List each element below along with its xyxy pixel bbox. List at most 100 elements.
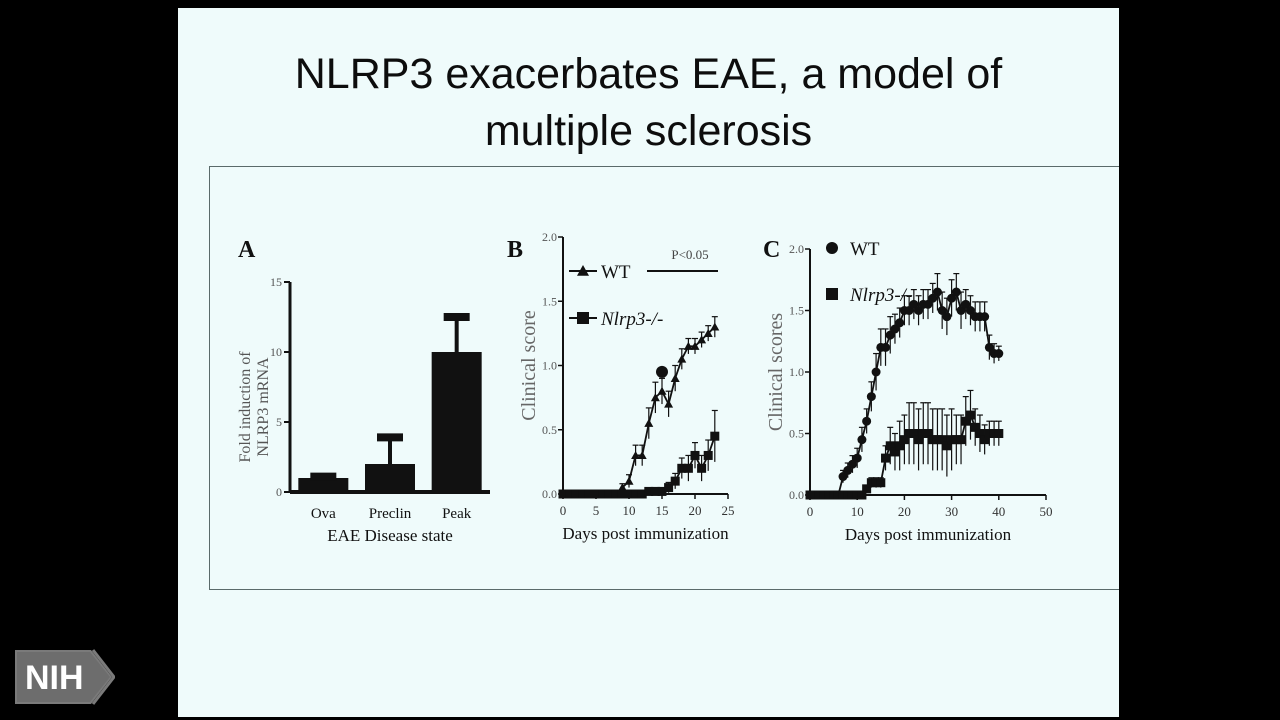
- panel-a-bar: [365, 464, 415, 492]
- panel-a-label: A: [238, 237, 256, 263]
- panel-b-legend-label: Nlrp3-/-: [600, 309, 663, 330]
- panel-c-point: [895, 441, 905, 451]
- panel-c-x-tick-label: 20: [898, 504, 911, 519]
- panel-c-point: [819, 490, 829, 500]
- panel-b-point: [683, 341, 693, 350]
- panel-c-point: [824, 490, 834, 500]
- panel-b-point: [624, 476, 634, 485]
- panel-c-point: [961, 416, 971, 426]
- panel-a-y-label-line2: NLRP3 mRNA: [255, 357, 272, 457]
- panel-c-point: [937, 306, 947, 315]
- panel-c-legend-marker: [826, 288, 838, 300]
- nih-logo: NIH: [15, 648, 116, 706]
- panel-c-point: [833, 490, 843, 500]
- panel-b-point: [558, 489, 568, 499]
- panel-b-point: [565, 489, 575, 499]
- slide-title: NLRP3 exacerbates EAE, a model of multip…: [178, 46, 1119, 160]
- panel-c-point: [980, 312, 990, 322]
- panel-c-point: [838, 490, 848, 500]
- panel-c-point: [965, 306, 975, 315]
- panel-a-bar: [298, 478, 349, 492]
- panel-a-x-tick-label: Ova: [311, 506, 336, 522]
- panel-c-point: [951, 287, 961, 297]
- panel-a-y-tick-label: 15: [270, 275, 282, 289]
- panel-b-y-tick-label: 0.5: [542, 423, 557, 437]
- panel-b-annotation: P<0.05: [671, 247, 708, 262]
- panel-b-point: [664, 399, 674, 408]
- panel-c-point: [956, 306, 966, 315]
- panel-c-point: [932, 287, 942, 297]
- panel-b-point: [670, 476, 680, 486]
- panel-c-point: [895, 318, 905, 328]
- panel-c-point: [994, 349, 1004, 359]
- panel-c-point: [866, 478, 876, 488]
- panel-a-y-label-line1: Fold induction of: [237, 351, 254, 463]
- panel-b-y-tick-label: 1.0: [542, 359, 557, 373]
- slide-title-line2: multiple sclerosis: [484, 107, 813, 155]
- panel-b-point: [677, 354, 687, 363]
- panel-c-legend-label: Nlrp3-/-: [849, 285, 912, 306]
- panel-c-point: [899, 435, 909, 445]
- panel-c-point: [852, 453, 862, 463]
- panel-c-point: [918, 429, 928, 438]
- panel-b-point: [710, 322, 720, 331]
- panel-a-y-tick-label: 0: [276, 485, 282, 499]
- figure-box: A 0 5 10 15 Ova Preclin Peak EAE Disease state Fo…: [209, 166, 1119, 590]
- panel-c-y-tick-label: 1.5: [789, 304, 804, 318]
- panel-b-point: [664, 483, 674, 493]
- panel-c-point: [923, 429, 933, 438]
- panel-c-point: [881, 342, 891, 352]
- panel-b-point: [584, 489, 594, 499]
- panel-c-point: [805, 490, 815, 500]
- panel-c-point: [961, 299, 971, 309]
- panel-c-point: [970, 422, 980, 432]
- panel-c-point: [909, 299, 919, 309]
- panel-b-point: [637, 489, 647, 499]
- panel-c-point: [989, 429, 999, 438]
- panel-b-legend-marker: [577, 265, 589, 276]
- panel-b-point: [677, 463, 687, 473]
- panel-c-point: [942, 441, 952, 451]
- panel-a-x-tick-label: Preclin: [369, 506, 412, 522]
- slide: NLRP3 exacerbates EAE, a model of multip…: [178, 8, 1119, 717]
- panel-b-point: [604, 489, 614, 499]
- panel-b-legend-marker: [577, 312, 589, 324]
- panel-c-point: [871, 478, 881, 488]
- panel-c-point: [932, 435, 942, 445]
- panel-a-y-tick-label: 5: [276, 415, 282, 429]
- panel-c-x-tick-label: 10: [851, 504, 864, 519]
- panel-b-point: [650, 393, 660, 402]
- slide-title-line1: NLRP3 exacerbates EAE, a model of: [294, 50, 1003, 98]
- nih-chevron-logo-icon: NIH: [15, 649, 116, 705]
- panel-c-point: [843, 465, 853, 475]
- panel-b-point: [637, 450, 647, 460]
- nih-logo-text: NIH: [25, 659, 84, 697]
- panel-c-point: [852, 490, 862, 500]
- panel-b-point: [650, 486, 660, 496]
- panel-b-point: [703, 450, 713, 460]
- panel-b-outlier-point: [656, 365, 668, 378]
- panel-c-point: [857, 435, 867, 445]
- panel-c-x-tick-label: 0: [807, 504, 814, 519]
- panel-b-point: [690, 450, 700, 460]
- panel-c-point: [909, 429, 919, 438]
- panel-c-point: [847, 490, 857, 500]
- panel-c-point: [923, 299, 933, 309]
- panel-a-y-tick-label: 10: [270, 345, 282, 359]
- panel-b-point: [611, 489, 621, 499]
- panel-b-x-label: Days post immunization: [562, 524, 729, 543]
- panel-b-point: [644, 418, 654, 427]
- panel-c-y-tick-label: 1.0: [789, 365, 804, 379]
- panel-b-x-tick-label: 20: [689, 503, 702, 518]
- panel-c-point: [928, 293, 938, 303]
- panel-b-point: [624, 489, 634, 499]
- panel-b-point: [617, 489, 627, 499]
- panel-c-point: [904, 306, 914, 315]
- panel-c-point: [890, 324, 900, 334]
- panel-c-point: [881, 453, 891, 463]
- panel-b-point: [578, 489, 588, 499]
- panel-b-label: B: [507, 237, 523, 263]
- panel-c-point: [994, 429, 1004, 438]
- panel-c-point: [947, 435, 957, 445]
- panel-b-y-tick-label: 0.0: [542, 487, 557, 501]
